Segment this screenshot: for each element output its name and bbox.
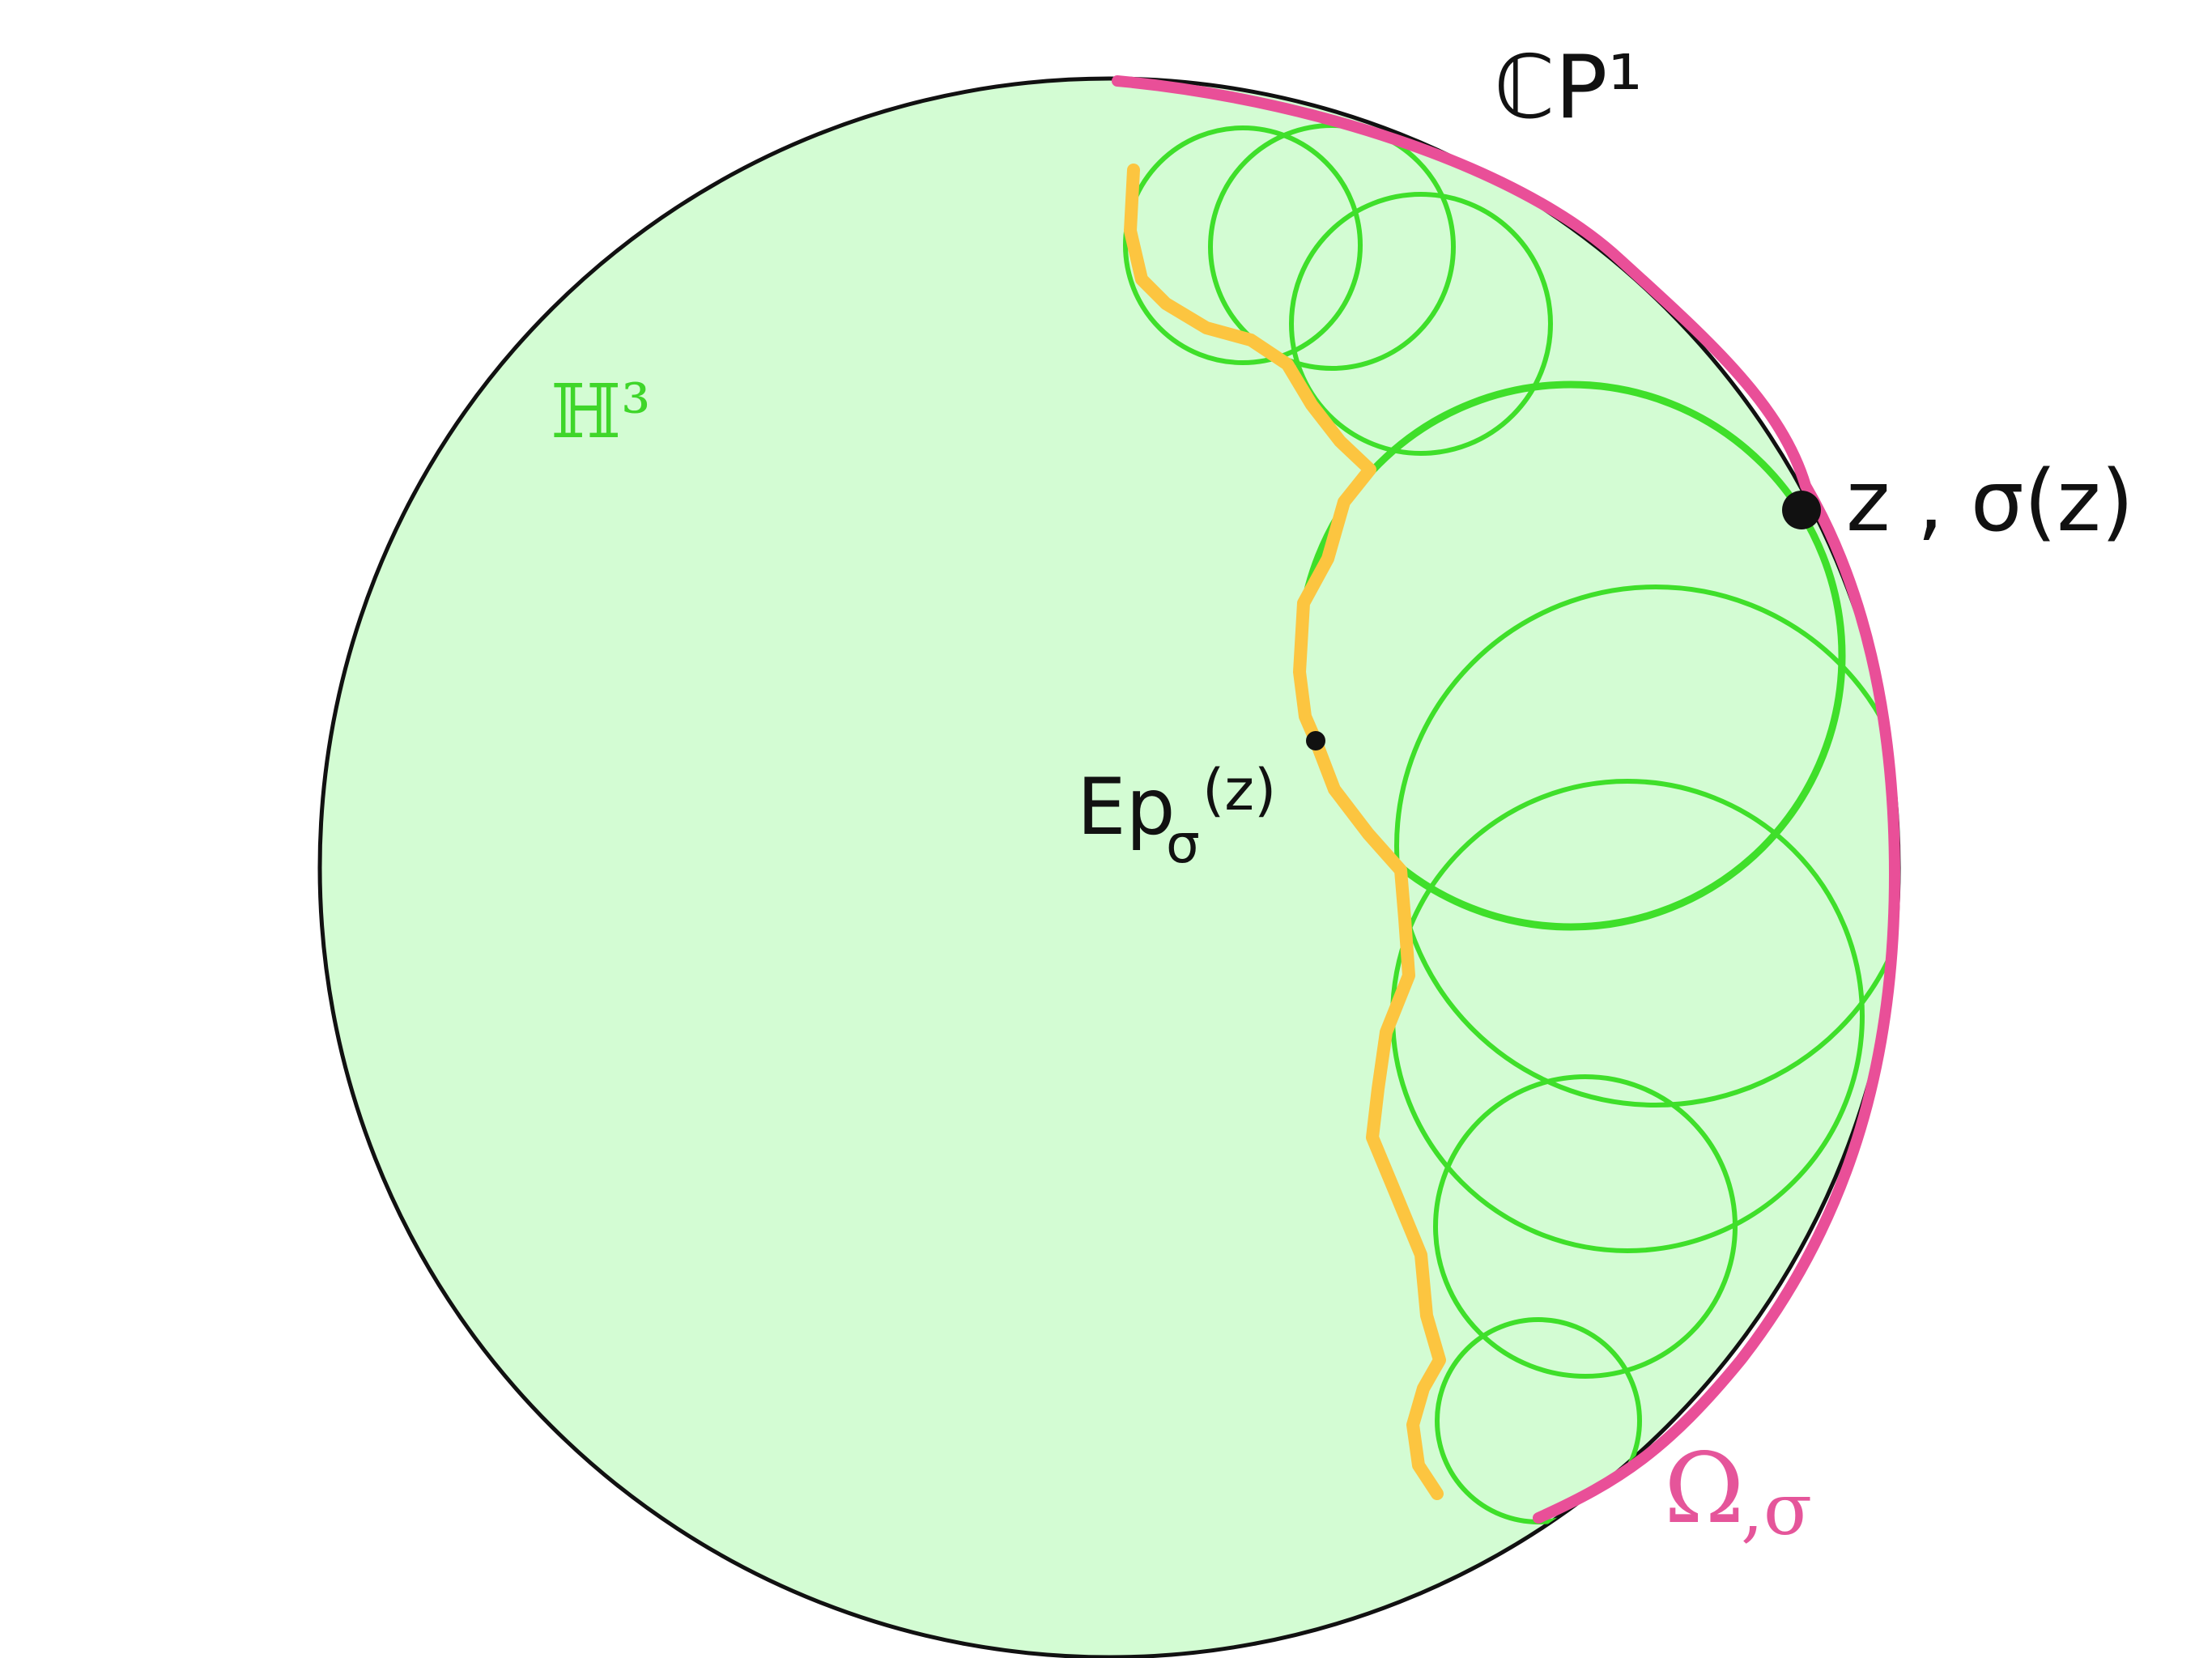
green-circle [1433,1074,1738,1379]
omega-sigma-label: Ω ,σ [1664,1433,1812,1551]
omega-label-main: Ω [1664,1433,1745,1545]
epstein-point [1306,731,1325,750]
omega-label-subscript: ,σ [1741,1468,1812,1551]
ep-sigma-z-label: Ep σ (z) [1077,757,1276,875]
green-circle [1289,192,1553,456]
ep-label-main: Ep [1077,762,1176,852]
green-circle [1123,125,1363,365]
green-circle [1394,585,1899,1107]
z-boundary-point [1782,491,1821,529]
ep-label-subscript: σ [1166,813,1200,875]
cp1-label: ℂP¹ [1494,37,1643,138]
epstein-curve [1124,164,1446,1500]
z-sigma-z-label: z , σ(z) [1846,452,2133,551]
h3-label: ℍ³ [551,368,651,455]
ep-label-argument: (z) [1202,757,1276,823]
hyperbolic-ball [317,76,1901,1658]
omega-boundary-arc [1112,75,1901,1524]
